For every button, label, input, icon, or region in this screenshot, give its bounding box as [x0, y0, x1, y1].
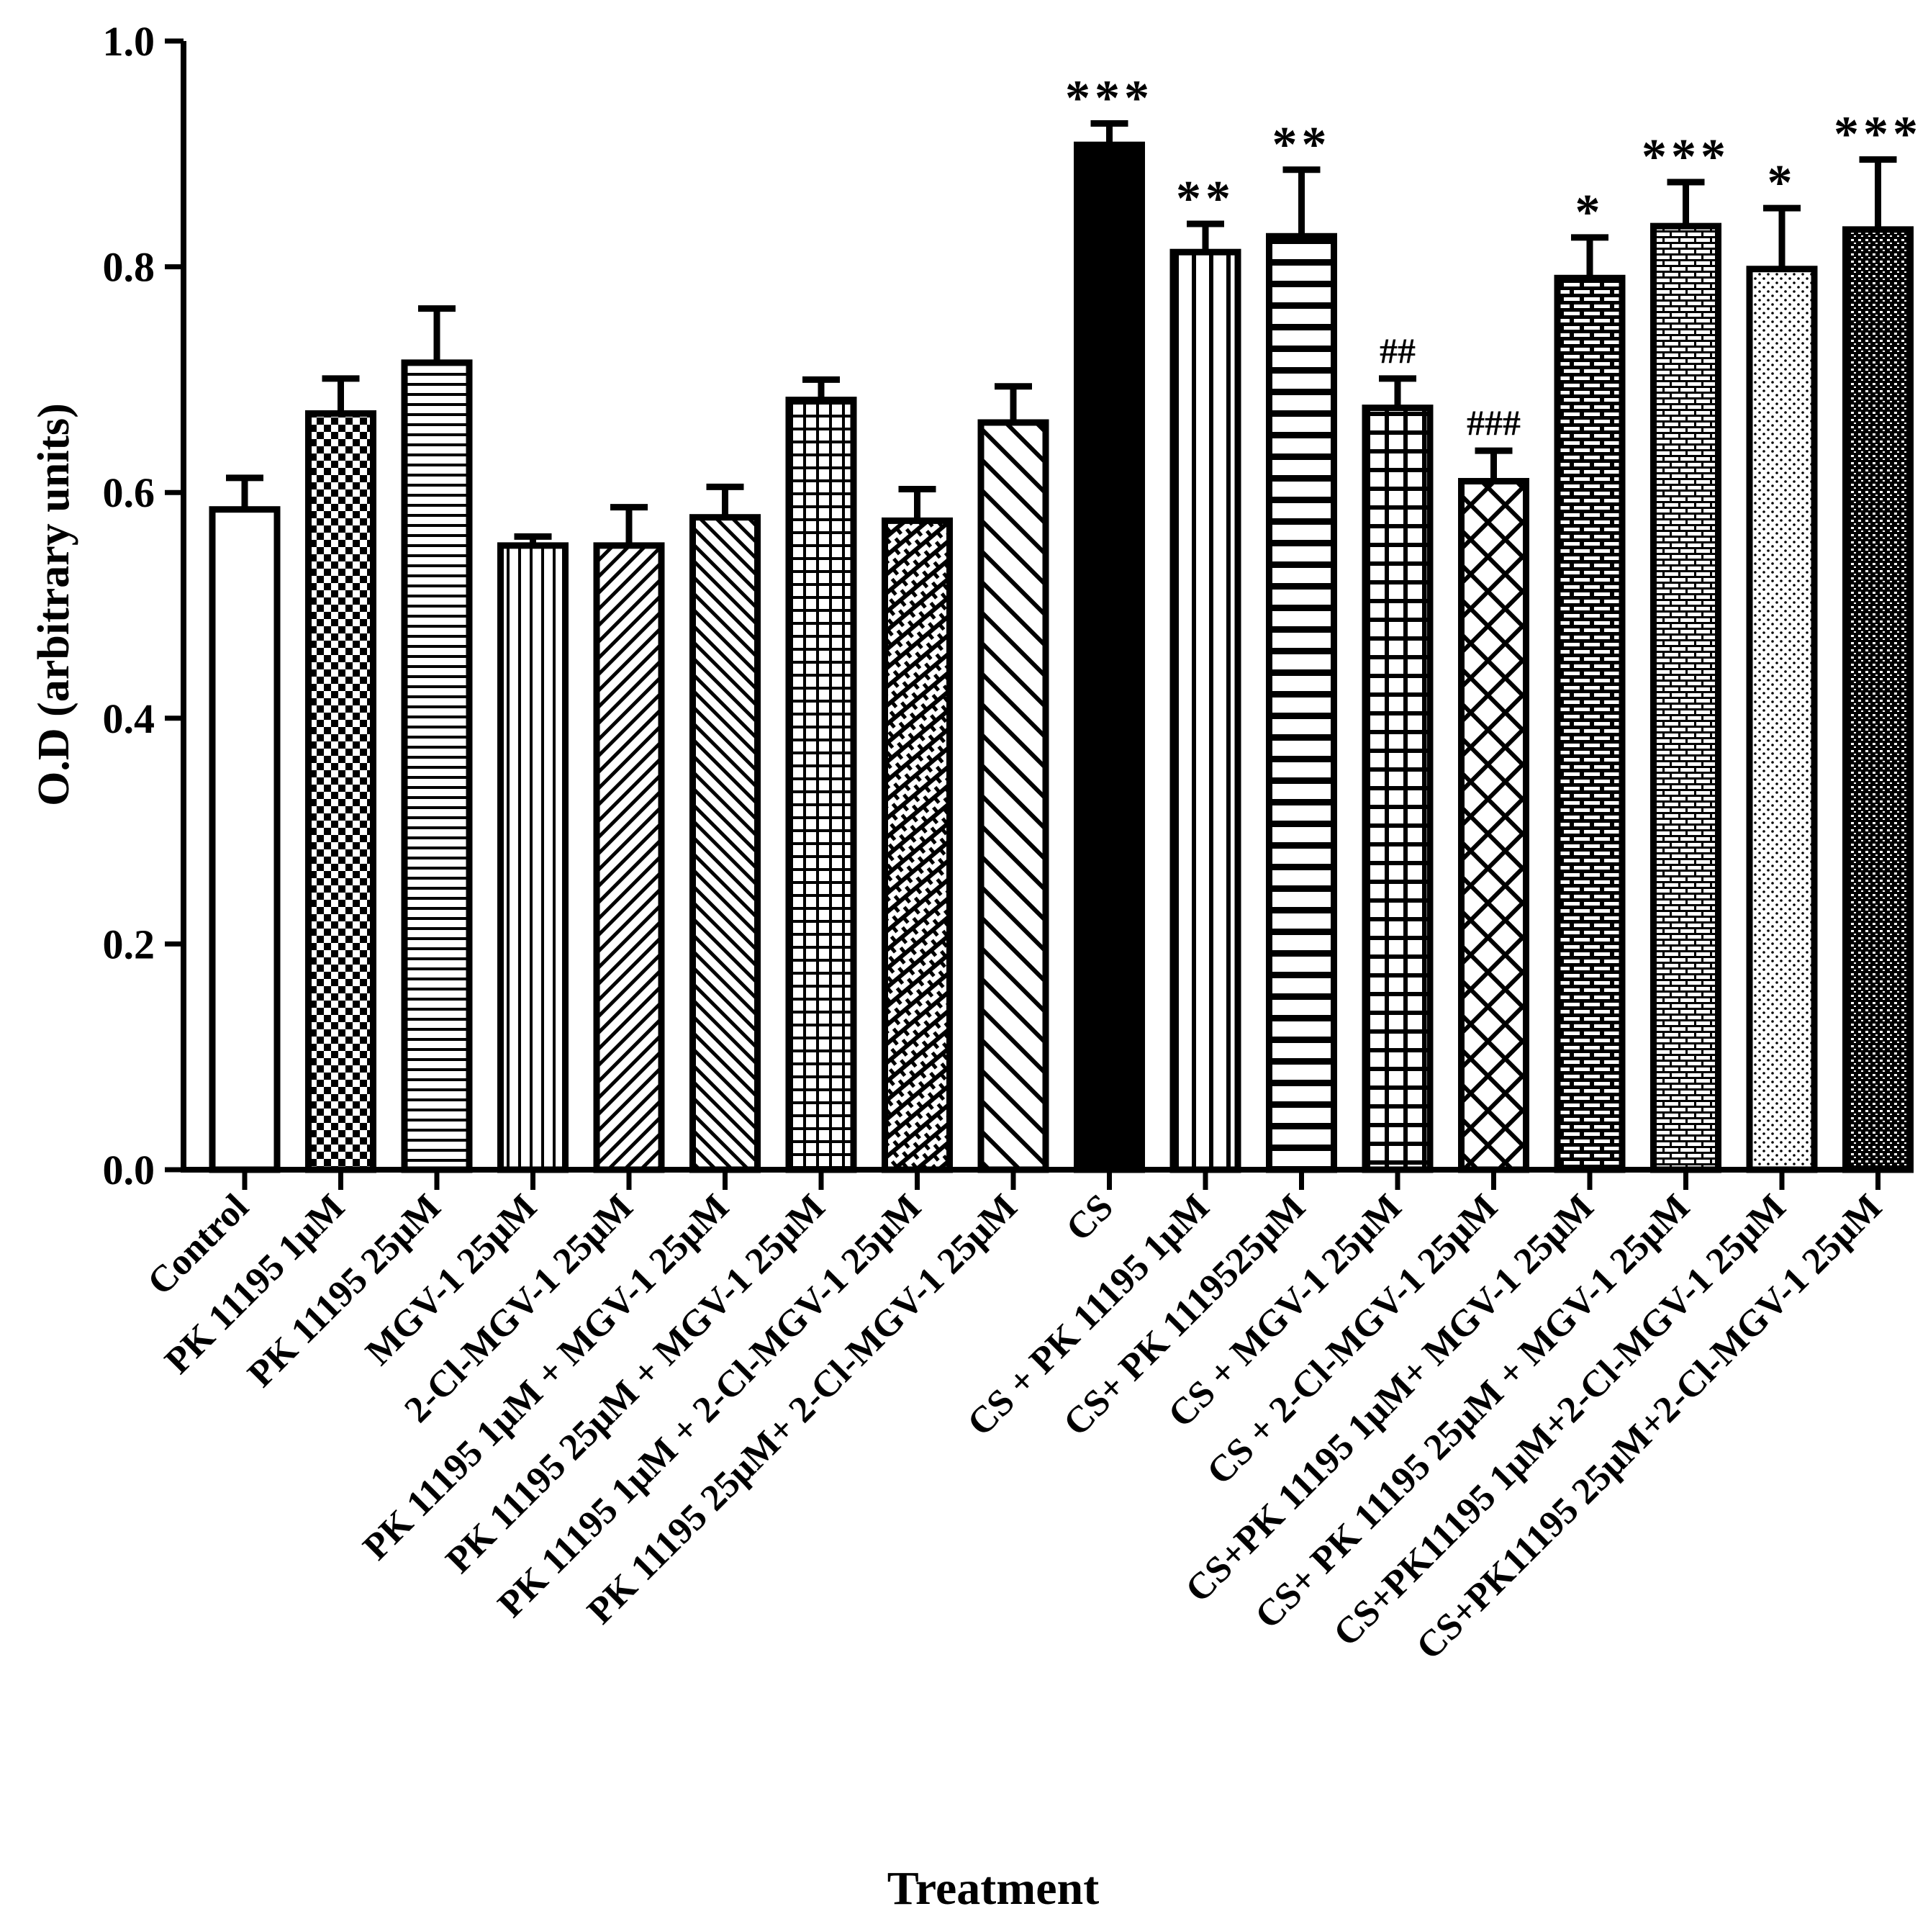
- significance-label: ***: [1642, 130, 1730, 185]
- significance-label: ***: [1834, 107, 1922, 163]
- significance-label: ***: [1065, 71, 1154, 126]
- bar: [1458, 478, 1529, 1173]
- significance-label: **: [1176, 171, 1235, 227]
- significance-label: **: [1272, 117, 1331, 173]
- x-tick-label: CS: [1059, 1186, 1121, 1249]
- x-axis-title: Treatment: [887, 1862, 1099, 1915]
- y-tick-label: 1.0: [103, 18, 155, 65]
- bar: [1842, 226, 1914, 1173]
- significance-label: *: [1768, 155, 1797, 211]
- bar: [882, 517, 953, 1173]
- significance-label: ##: [1380, 330, 1416, 371]
- y-tick-label: 0.8: [103, 244, 155, 291]
- bar: [401, 359, 473, 1173]
- y-tick-label: 0.6: [103, 469, 155, 516]
- bar: [1362, 405, 1434, 1173]
- bars-layer: *******#####**** ****: [209, 71, 1922, 1173]
- bar: [305, 410, 376, 1173]
- bar: [1266, 233, 1337, 1173]
- bar: [1169, 248, 1241, 1173]
- bar: [593, 542, 665, 1173]
- bar: [1074, 141, 1145, 1173]
- y-tick-label: 0.0: [103, 1147, 155, 1193]
- y-tick-label: 0.2: [103, 921, 155, 967]
- bar: [977, 419, 1049, 1173]
- x-tick-label: MGV-1 25μM: [358, 1186, 545, 1373]
- bar: [497, 542, 569, 1173]
- bar: [1650, 222, 1721, 1173]
- bar: [785, 397, 857, 1173]
- y-tick-label: 0.4: [103, 695, 155, 742]
- bar: [689, 514, 761, 1173]
- significance-label: ###: [1467, 402, 1521, 443]
- y-axis-title: O.D (arbitrary units): [30, 403, 78, 806]
- bar: [1746, 266, 1818, 1173]
- significance-label: *: [1575, 185, 1605, 240]
- bar: [209, 506, 281, 1173]
- bar: [1554, 274, 1626, 1173]
